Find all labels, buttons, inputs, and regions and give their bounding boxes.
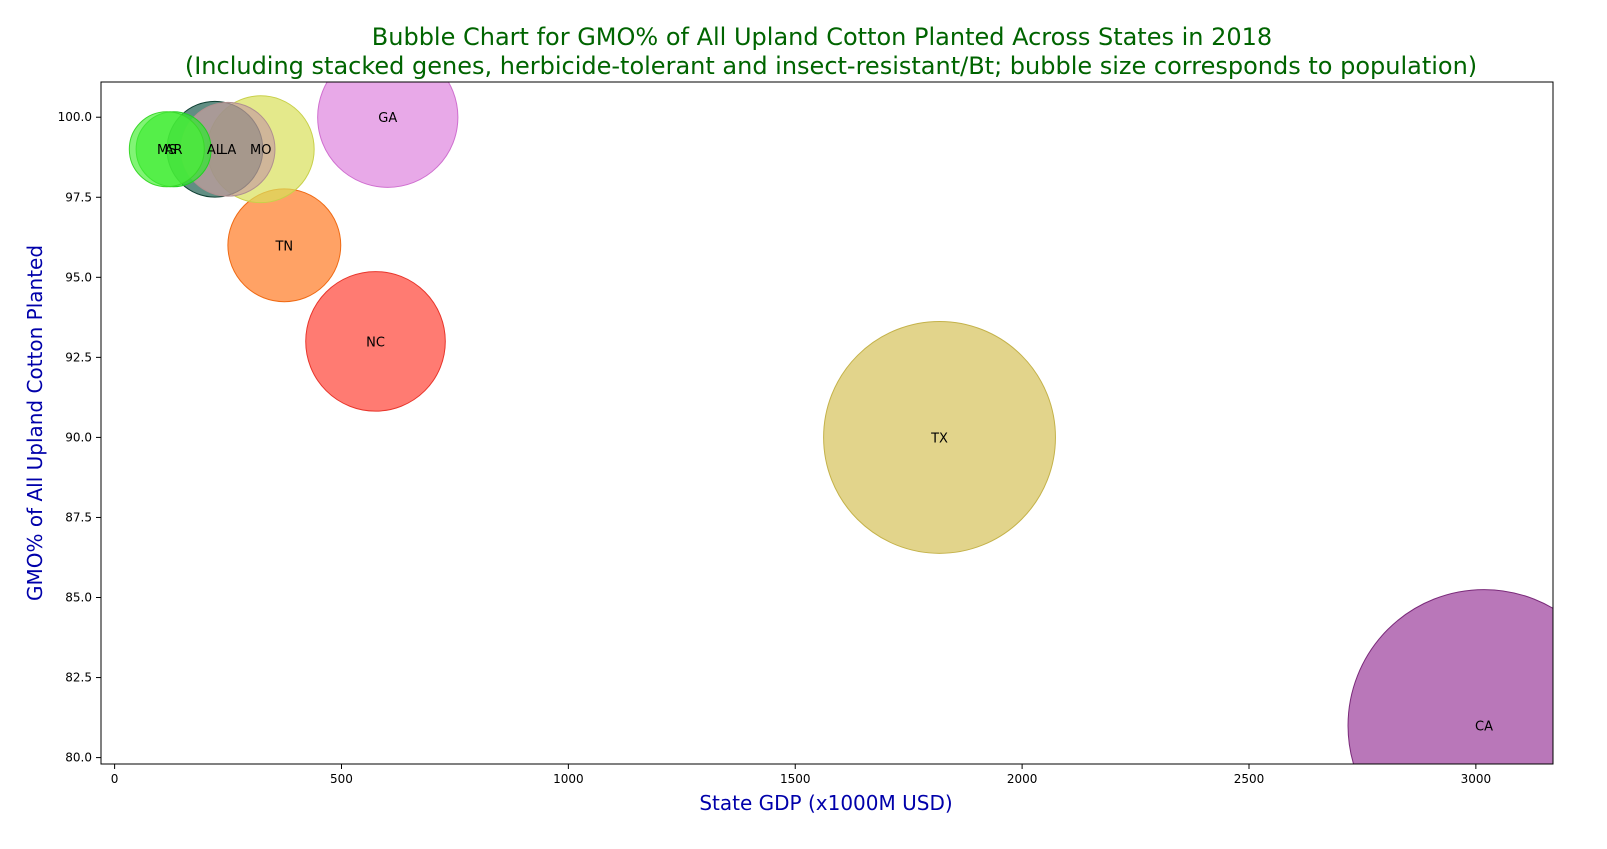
plot-frame: [100, 81, 1554, 765]
bubble-label-ca: CA: [1475, 720, 1493, 735]
bubble-label-nc: NC: [366, 335, 385, 350]
bubble-label-tx: TX: [930, 431, 948, 446]
y-tick-label: 92.5: [65, 350, 92, 364]
bubbles-layer: [128, 82, 1553, 764]
bubble-ms: [128, 111, 205, 188]
x-tick-label: 1500: [780, 772, 811, 786]
bubble-ca: [1347, 589, 1553, 764]
y-tick-label: 100.0: [58, 110, 92, 124]
x-tick-label: 0: [111, 772, 119, 786]
bubble-label-tn: TN: [274, 239, 293, 254]
y-tick-label: 90.0: [65, 430, 92, 444]
bubble-label-mo: MO: [250, 143, 271, 158]
chart-subtitle: (Including stacked genes, herbicide-tole…: [185, 52, 1477, 80]
y-tick-label: 97.5: [65, 190, 92, 204]
y-axis-label: GMO% of All Upland Cotton Planted: [23, 245, 47, 601]
bubble-label-ar: AR: [165, 143, 183, 158]
bubble-label-ms: MS: [157, 143, 176, 158]
y-tick-label: 85.0: [65, 591, 92, 605]
x-tick-label: 500: [330, 772, 353, 786]
x-tick-label: 2500: [1234, 772, 1265, 786]
x-tick-label: 1000: [553, 772, 584, 786]
x-axis-label: State GDP (x1000M USD): [699, 791, 952, 815]
y-tick-label: 80.0: [65, 751, 92, 765]
x-tick-label: 3000: [1461, 772, 1492, 786]
bubble-label-la: LA: [220, 143, 237, 158]
y-tick-label: 82.5: [65, 671, 92, 685]
bubble-label-ga: GA: [378, 111, 397, 126]
bubble-tx: [823, 320, 1056, 554]
x-tick-label: 2000: [1007, 772, 1038, 786]
chart-title: Bubble Chart for GMO% of All Upland Cott…: [372, 23, 1272, 51]
y-tick-label: 95.0: [65, 270, 92, 284]
bubble-ga: [317, 82, 459, 188]
x-axis: 0 500 1000 1500 2000 2500 3000: [111, 764, 1491, 786]
y-tick-label: 87.5: [65, 510, 92, 524]
y-axis: 80.0 82.5 85.0 87.5 90.0 92.5 95.0 97.5 100.0: [58, 110, 101, 765]
bubble-nc: [305, 271, 446, 412]
bubble-label-al: AL: [207, 143, 224, 158]
